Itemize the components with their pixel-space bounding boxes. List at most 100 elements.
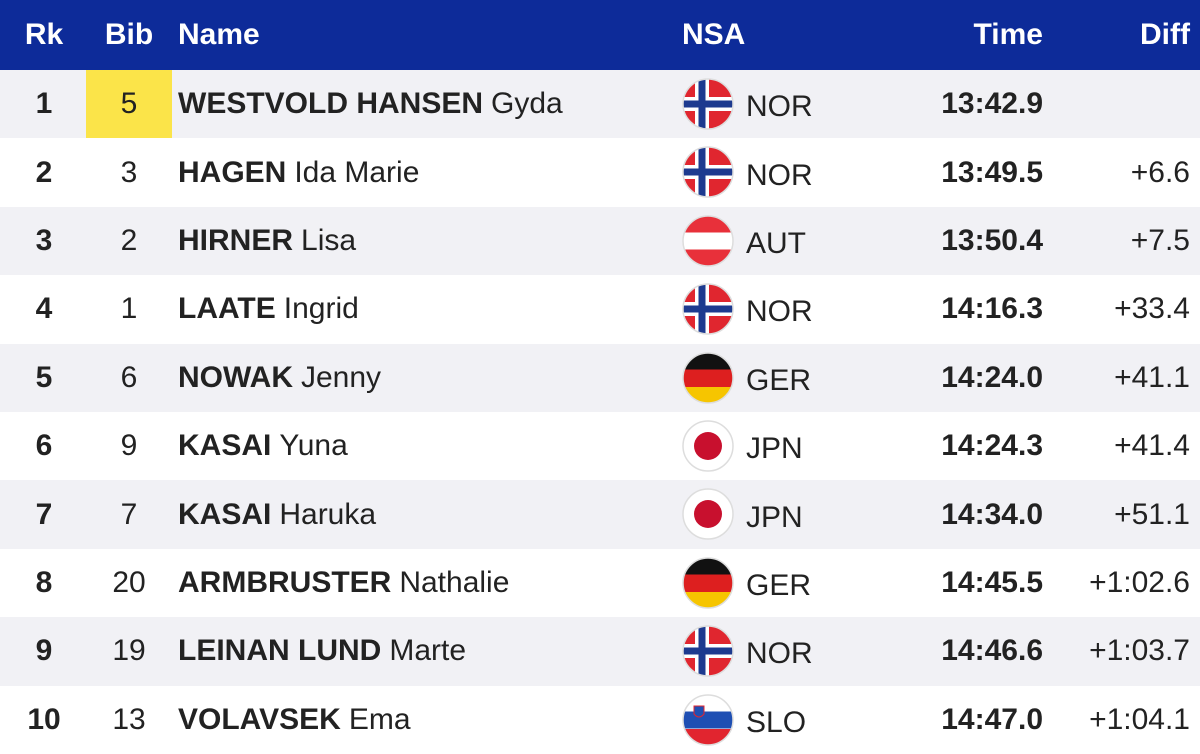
nsa-code: SLO [746, 705, 807, 739]
nsa-code: JPN [746, 432, 803, 466]
nsa-code: NOR [746, 295, 813, 329]
diff: +6.6 [1130, 155, 1190, 189]
header-nsa: NSA [682, 18, 746, 51]
time: 14:46.6 [941, 634, 1043, 668]
surname: HAGEN [178, 155, 287, 189]
nsa-code: GER [746, 363, 812, 397]
athlete-name: WESTVOLD HANSEN Gyda [178, 70, 563, 138]
surname: VOLAVSEK [178, 702, 341, 736]
flag [682, 488, 734, 541]
time: 14:24.0 [941, 360, 1043, 394]
time: 14:45.5 [941, 565, 1043, 599]
bib: 1 [120, 292, 138, 326]
result-row: 2 3 HAGEN Ida Marie NOR 13:49.5 +6.6 [0, 138, 1200, 207]
header-diff: Diff [1140, 18, 1190, 51]
bib: 20 [112, 565, 146, 599]
athlete-name: KASAI Yuna [178, 412, 348, 480]
header-bib: Bib [104, 18, 154, 51]
athlete-name: VOLAVSEK Ema [178, 686, 411, 754]
result-row: 7 7 KASAI Haruka JPN 14:34.0 +51.1 [0, 480, 1200, 549]
diff: +41.1 [1114, 360, 1190, 394]
rank: 9 [35, 634, 53, 668]
flag [682, 215, 734, 267]
flag [682, 283, 734, 335]
result-row: 8 20 ARMBRUSTER Nathalie GER 14:45.5 +1:02.6 [0, 548, 1200, 618]
nsa-code: JPN [746, 500, 803, 534]
time: 14:47.0 [941, 702, 1043, 736]
bib: 2 [120, 223, 138, 257]
surname: LAATE [178, 292, 276, 326]
given-name: Ingrid [283, 292, 359, 326]
surname: WESTVOLD HANSEN [178, 87, 484, 121]
given-name: Haruka [279, 497, 377, 531]
diff: +1:03.7 [1089, 634, 1190, 668]
flag [682, 557, 734, 609]
time: 14:16.3 [941, 292, 1043, 326]
given-name: Jenny [301, 360, 382, 394]
result-row: 6 9 KASAI Yuna JPN 14:24.3 +41.4 [0, 412, 1200, 481]
flag [682, 420, 734, 472]
surname: KASAI [178, 497, 272, 531]
result-row: 1 5 WESTVOLD HANSEN Gyda NOR 13:42.9 [0, 70, 1200, 139]
nsa-code: NOR [746, 158, 813, 192]
athlete-name: HAGEN Ida Marie [178, 138, 419, 206]
rank: 1 [35, 87, 53, 121]
bib: 19 [112, 634, 146, 668]
nsa-code: GER [746, 568, 812, 602]
bib: 7 [120, 497, 138, 531]
rank: 2 [35, 155, 53, 189]
given-name: Nathalie [399, 565, 510, 599]
bib: 5 [86, 70, 172, 139]
header-time: Time [973, 18, 1043, 51]
result-row: 4 1 LAATE Ingrid NOR 14:16.3 +33.4 [0, 275, 1200, 344]
flag [682, 78, 734, 130]
bib: 3 [120, 155, 138, 189]
rank: 6 [35, 429, 53, 463]
header-name: Name [178, 18, 260, 51]
given-name: Ida Marie [294, 155, 420, 189]
header-row: Rk Bib Name NSA Time Diff [0, 0, 1200, 70]
diff: +7.5 [1130, 223, 1190, 257]
flag [682, 146, 734, 199]
bib: 6 [120, 360, 138, 394]
flag [682, 625, 734, 677]
time: 13:50.4 [941, 223, 1043, 257]
result-row: 3 2 HIRNER Lisa AUT 13:50.4 +7.5 [0, 206, 1200, 276]
rank: 3 [35, 223, 53, 257]
athlete-name: HIRNER Lisa [178, 207, 356, 275]
time: 14:34.0 [941, 497, 1043, 531]
flag [682, 351, 734, 404]
given-name: Lisa [301, 223, 357, 257]
result-row: 10 13 VOLAVSEK Ema SLO 14:47.0 +1:04.1 [0, 685, 1200, 754]
nsa-code: NOR [746, 90, 813, 124]
diff: +33.4 [1114, 292, 1190, 326]
surname: ARMBRUSTER [178, 565, 392, 599]
given-name: Yuna [279, 429, 348, 463]
athlete-name: KASAI Haruka [178, 480, 376, 548]
surname: LEINAN LUND [178, 634, 382, 668]
time: 14:24.3 [941, 429, 1043, 463]
nsa-code: NOR [746, 637, 813, 671]
given-name: Ema [348, 702, 411, 736]
athlete-name: NOWAK Jenny [178, 344, 381, 412]
header-rk: Rk [24, 18, 64, 51]
nsa-code: AUT [746, 226, 806, 260]
athlete-name: LEINAN LUND Marte [178, 617, 466, 685]
given-name: Marte [389, 634, 467, 668]
diff: +1:04.1 [1089, 702, 1190, 736]
result-row: 9 19 LEINAN LUND Marte NOR 14:46.6 +1:03.7 [0, 617, 1200, 686]
bib: 13 [112, 702, 146, 736]
surname: HIRNER [178, 223, 294, 257]
rank: 7 [35, 497, 53, 531]
bib: 9 [120, 429, 138, 463]
rank: 5 [35, 360, 53, 394]
given-name: Gyda [491, 87, 563, 121]
diff: +51.1 [1114, 497, 1190, 531]
athlete-name: ARMBRUSTER Nathalie [178, 549, 509, 617]
diff: +1:02.6 [1089, 565, 1190, 599]
diff: +41.4 [1114, 429, 1190, 463]
result-row: 5 6 NOWAK Jenny GER 14:24.0 +41.1 [0, 343, 1200, 412]
rank: 10 [27, 702, 61, 736]
athlete-name: LAATE Ingrid [178, 275, 359, 343]
rank: 4 [35, 292, 53, 326]
